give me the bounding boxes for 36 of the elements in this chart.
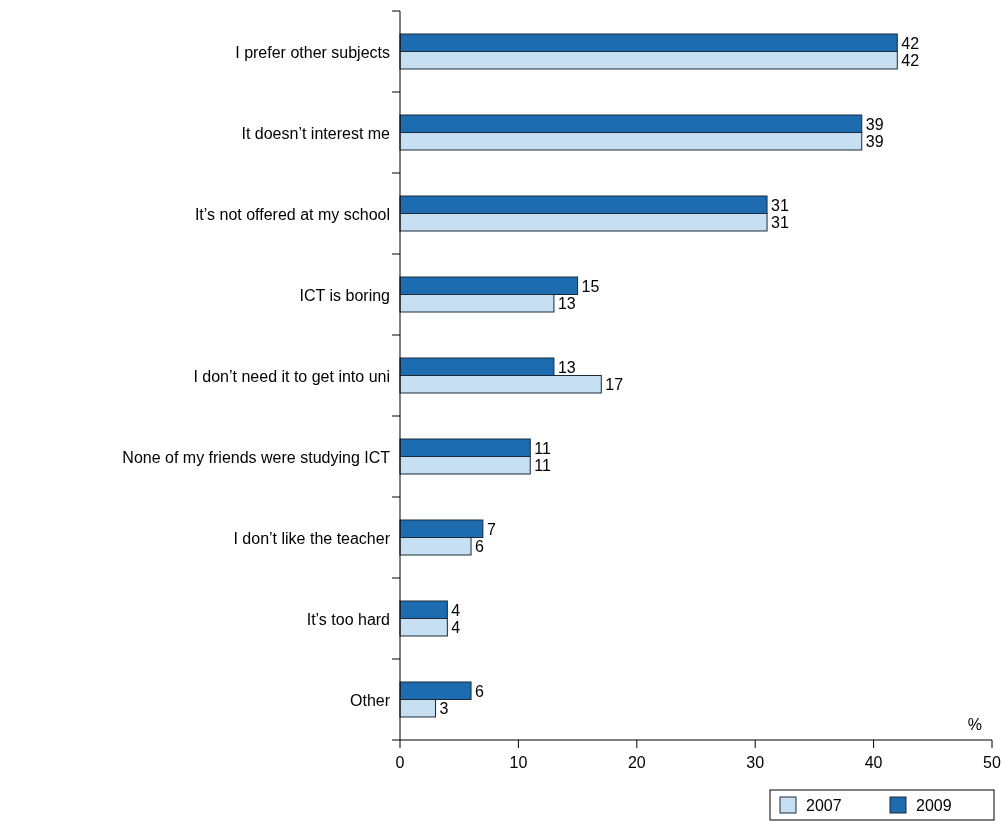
data-label: 39 (865, 115, 884, 133)
data-label: 3 (439, 700, 449, 718)
data-label: 6 (475, 538, 485, 556)
y-tick-label: I don’t like the teacher (233, 529, 391, 547)
data-label: 7 (486, 520, 496, 538)
y-tick-label: I don’t need it to get into uni (193, 367, 390, 385)
x-tick-label: 30 (746, 754, 765, 771)
x-tick-label: 50 (983, 754, 1001, 771)
y-tick-label: I prefer other subjects (235, 43, 390, 61)
legend-label: 2009 (916, 797, 952, 814)
x-tick-label: 40 (864, 754, 883, 771)
y-tick-label: None of my friends were studying ICT (122, 448, 391, 466)
y-tick-label: It’s not offered at my school (194, 205, 390, 223)
x-tick-label: 10 (509, 754, 528, 771)
y-tick-label: It’s too hard (306, 610, 390, 628)
legend-label: 2007 (806, 797, 842, 814)
data-label: 4 (451, 601, 461, 619)
data-label: 42 (901, 34, 920, 52)
data-label: 13 (557, 295, 576, 313)
data-label: 39 (865, 133, 884, 151)
data-label: 31 (771, 214, 789, 232)
y-tick-label: Other (349, 691, 391, 709)
data-label: 15 (581, 277, 600, 295)
y-tick-label: It doesn’t interest me (241, 124, 391, 142)
data-label: 6 (475, 682, 485, 700)
x-axis-title: % (967, 716, 982, 733)
data-label: 11 (534, 457, 551, 475)
data-label: 11 (534, 439, 551, 457)
data-label: 13 (557, 358, 576, 376)
x-tick-label: 0 (395, 754, 405, 771)
data-label: 4 (451, 619, 461, 637)
data-label: 31 (771, 196, 789, 214)
data-label: 42 (901, 52, 920, 70)
data-label: 17 (605, 376, 624, 394)
x-tick-label: 20 (627, 754, 646, 771)
y-tick-label: ICT is boring (299, 286, 390, 304)
